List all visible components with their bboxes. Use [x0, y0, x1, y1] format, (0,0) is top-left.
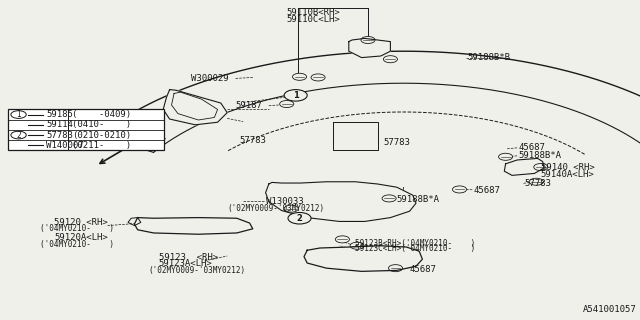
Text: 45687: 45687 [410, 265, 436, 274]
Circle shape [529, 178, 543, 185]
Text: ('04MY0210-    ): ('04MY0210- ) [40, 240, 114, 249]
Text: 57783: 57783 [46, 131, 73, 140]
Text: ('02MY0009-'03MY0212): ('02MY0009-'03MY0212) [148, 266, 246, 275]
Text: (    -0409): ( -0409) [72, 110, 131, 119]
Circle shape [284, 90, 307, 101]
Text: 59187: 59187 [236, 101, 262, 110]
Text: 59110C<LH>: 59110C<LH> [287, 15, 340, 24]
Text: 59123B<RH>('04MY0210-    ): 59123B<RH>('04MY0210- ) [355, 239, 476, 248]
Text: (0211-    ): (0211- ) [72, 141, 131, 150]
Circle shape [292, 215, 307, 222]
Circle shape [452, 186, 467, 193]
Text: W300029: W300029 [191, 74, 229, 83]
Text: 59110B<RH>: 59110B<RH> [287, 8, 340, 17]
Text: 57783: 57783 [239, 136, 266, 145]
Circle shape [311, 74, 325, 81]
FancyBboxPatch shape [8, 109, 164, 150]
Polygon shape [134, 218, 253, 234]
Polygon shape [304, 246, 422, 271]
Circle shape [292, 73, 307, 80]
Text: 2: 2 [296, 214, 303, 223]
Circle shape [534, 164, 548, 171]
Circle shape [382, 195, 396, 202]
Text: ('04MY0210-    ): ('04MY0210- ) [40, 224, 114, 233]
Text: 59188B*A: 59188B*A [518, 151, 561, 160]
Text: 45687: 45687 [518, 143, 545, 152]
Text: 59140A<LH>: 59140A<LH> [541, 170, 595, 179]
Text: ('02MY0009-'03MY0212): ('02MY0009-'03MY0212) [227, 204, 324, 212]
Circle shape [350, 242, 364, 249]
Text: 59123C<LH>('04MY0210-    ): 59123C<LH>('04MY0210- ) [355, 244, 476, 253]
Text: W130033: W130033 [266, 197, 303, 206]
Text: W140007: W140007 [46, 141, 84, 150]
Circle shape [361, 36, 375, 44]
Text: 59188B*B: 59188B*B [467, 53, 510, 62]
Circle shape [383, 56, 397, 63]
Text: (0410-    ): (0410- ) [72, 120, 131, 129]
Text: 45687: 45687 [474, 186, 500, 195]
Polygon shape [163, 90, 227, 125]
Text: 59140 <RH>: 59140 <RH> [541, 164, 595, 172]
Text: 59120A<LH>: 59120A<LH> [54, 233, 108, 242]
Circle shape [288, 212, 311, 224]
Text: 57783: 57783 [383, 138, 410, 147]
Text: 59188B*A: 59188B*A [397, 196, 440, 204]
Text: 2: 2 [16, 131, 21, 140]
Text: 59123  <RH>: 59123 <RH> [159, 253, 218, 262]
Polygon shape [266, 182, 416, 221]
Circle shape [388, 265, 403, 272]
Polygon shape [99, 51, 640, 168]
Circle shape [284, 205, 298, 212]
Text: 59123A<LH>: 59123A<LH> [159, 260, 212, 268]
Text: 59120 <RH>: 59120 <RH> [54, 218, 108, 227]
Text: 1: 1 [292, 91, 299, 100]
Text: 59185: 59185 [46, 110, 73, 119]
Text: 57783: 57783 [525, 180, 552, 188]
Text: FRONT: FRONT [133, 123, 165, 147]
Text: A541001057: A541001057 [583, 305, 637, 314]
Polygon shape [504, 158, 544, 175]
Text: 59114: 59114 [46, 120, 73, 129]
Polygon shape [349, 38, 390, 58]
Circle shape [280, 100, 294, 108]
Circle shape [335, 236, 349, 243]
Text: 1: 1 [16, 110, 21, 119]
Text: (0210-0210): (0210-0210) [72, 131, 131, 140]
Circle shape [499, 153, 513, 160]
